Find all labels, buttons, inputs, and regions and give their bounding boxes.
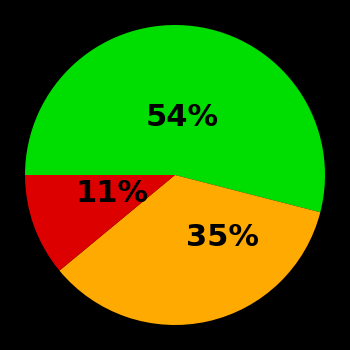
Text: 54%: 54%	[146, 104, 219, 133]
Wedge shape	[25, 25, 325, 212]
Text: 35%: 35%	[187, 224, 259, 252]
Text: 11%: 11%	[76, 178, 148, 208]
Wedge shape	[60, 175, 320, 325]
Wedge shape	[25, 175, 175, 271]
